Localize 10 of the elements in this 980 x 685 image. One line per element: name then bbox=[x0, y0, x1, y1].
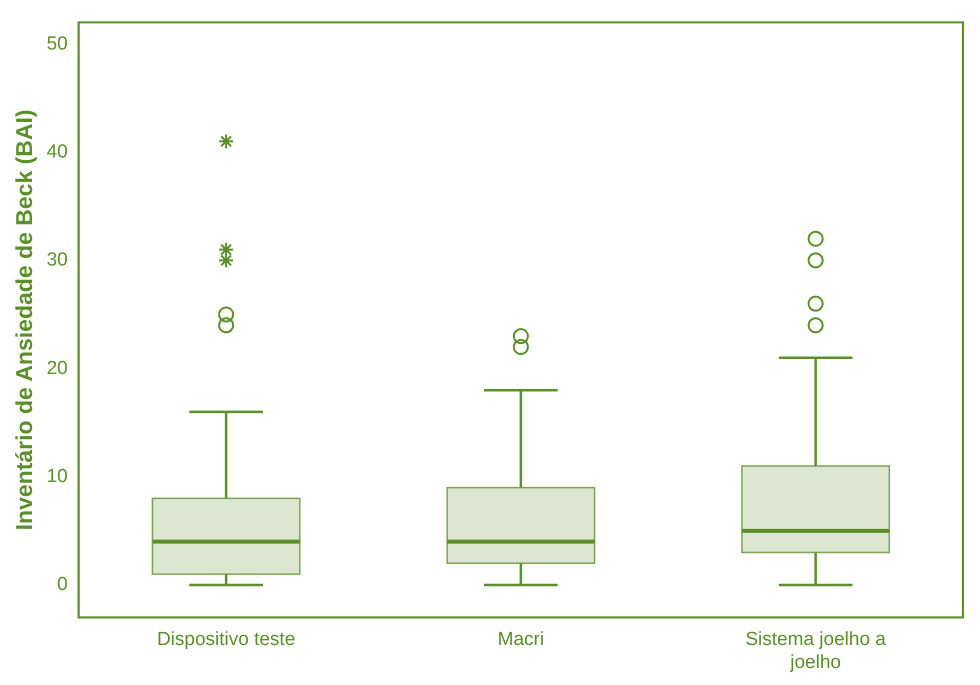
y-tick-label: 30 bbox=[46, 250, 68, 271]
y-tick-label: 0 bbox=[57, 574, 68, 596]
y-tick-label: 40 bbox=[46, 141, 68, 162]
x-tick-label: Sistema joelho a joelho bbox=[745, 629, 886, 673]
y-tick-label: 50 bbox=[46, 33, 68, 54]
x-tick-label: Macri bbox=[498, 629, 544, 650]
x-tick-label: Dispositivo teste bbox=[156, 629, 296, 650]
y-tick-label: 10 bbox=[46, 466, 68, 487]
y-axis-title: Inventário de Ansiedade de Beck (BAI) bbox=[11, 109, 38, 530]
y-tick-label: 20 bbox=[46, 358, 68, 379]
